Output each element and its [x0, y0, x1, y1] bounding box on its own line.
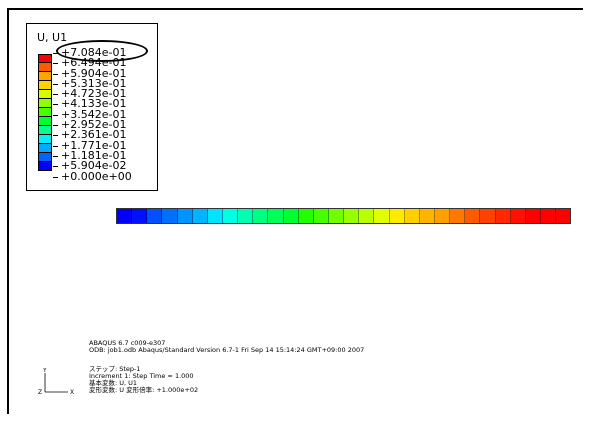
contour-bar-segment: [147, 209, 163, 223]
contour-bar-segment: [389, 209, 405, 223]
contour-bar-segment: [268, 209, 284, 223]
contour-legend: U, U1 +7.084e-01 +6.494e-01 +5.904e-01 +5.3…: [26, 23, 158, 191]
contour-bar-segment: [540, 209, 557, 223]
contour-bar-segment: [374, 209, 390, 223]
legend-swatch: [39, 90, 51, 99]
step-info-deformed-var: 変形変数: U 変形倍率: +1.000e+02: [89, 386, 199, 394]
contour-bar-segment: [359, 209, 375, 223]
triad-y-label: Y: [42, 368, 47, 374]
step-info-increment: Increment 1: Step Time = 1.000: [89, 372, 194, 380]
contour-bar-segment: [450, 209, 466, 223]
legend-label: +2.952e-01: [53, 119, 132, 130]
contour-bar-segment: [253, 209, 269, 223]
contour-model-bar: [116, 208, 571, 224]
contour-bar-segment: [419, 209, 435, 223]
contour-bar-segment: [222, 209, 239, 223]
legend-swatch: [39, 144, 51, 153]
legend-swatch: [39, 135, 51, 144]
legend-labels: +7.084e-01 +6.494e-01 +5.904e-01 +5.313e-01…: [53, 47, 132, 182]
legend-swatch: [39, 153, 51, 162]
legend-label: +1.181e-01: [53, 150, 132, 161]
legend-swatch: [39, 54, 51, 63]
legend-swatch: [39, 126, 51, 135]
legend-label: +4.133e-01: [53, 98, 132, 110]
legend-swatch: [39, 117, 51, 126]
contour-bar-segment: [328, 209, 345, 223]
contour-bar-segment: [495, 209, 511, 223]
legend-swatch: [39, 81, 51, 90]
contour-bar-segment: [480, 209, 496, 223]
contour-bar-segment: [162, 209, 178, 223]
legend-swatch: [39, 63, 51, 72]
legend-label: +1.771e-01: [53, 140, 132, 151]
contour-bar-segment: [192, 209, 208, 223]
legend-label: +2.361e-01: [53, 129, 132, 141]
contour-bar-segment: [344, 209, 360, 223]
viewport[interactable]: [7, 8, 583, 414]
legend-swatch: [39, 108, 51, 117]
odb-info-file: ODB: job1.odb Abaqus/Standard Version 6.…: [89, 346, 365, 354]
legend-label: +4.723e-01: [53, 88, 132, 99]
contour-bar-segment: [556, 209, 571, 223]
step-info-step: ステップ: Step-1: [89, 365, 141, 373]
contour-bar-segment: [177, 209, 193, 223]
legend-swatch: [39, 72, 51, 81]
legend-label: +6.494e-01: [53, 57, 132, 68]
legend-label: +5.313e-01: [53, 78, 132, 89]
step-info-primary-var: 基本変数: U, U1: [89, 379, 138, 387]
contour-bar-segment: [117, 209, 133, 223]
odb-info-version: ABAQUS 6.7 c009-e307: [89, 339, 166, 347]
legend-label: +3.542e-01: [53, 109, 132, 120]
legend-swatches: [38, 54, 52, 171]
odb-info: ABAQUS 6.7 c009-e307 ODB: job1.odb Abaqu…: [89, 340, 364, 354]
contour-bar-segment: [283, 209, 299, 223]
legend-label: +5.904e-02: [53, 160, 132, 171]
contour-bar-segment: [238, 209, 254, 223]
contour-bar-segment: [525, 209, 541, 223]
contour-bar-segment: [207, 209, 223, 223]
legend-title: U, U1: [37, 31, 68, 44]
legend-swatch: [39, 162, 51, 171]
contour-bar-segment: [132, 209, 148, 223]
max-value-highlight-circle: [56, 40, 148, 62]
triad-x-label: X: [70, 389, 74, 396]
step-info: ステップ: Step-1 Increment 1: Step Time = 1.…: [89, 366, 198, 394]
contour-bar-segment: [434, 209, 451, 223]
legend-swatch: [39, 99, 51, 108]
legend-label: +0.000e+00: [53, 170, 132, 182]
contour-bar-segment: [465, 209, 481, 223]
triad-z-label: Z: [38, 389, 42, 396]
legend-label: +5.904e-01: [53, 67, 132, 79]
coordinate-triad-icon: Y X Z: [38, 368, 74, 396]
contour-bar-segment: [510, 209, 526, 223]
contour-bar-segment: [298, 209, 314, 223]
contour-bar-segment: [404, 209, 420, 223]
contour-bar-segment: [313, 209, 329, 223]
